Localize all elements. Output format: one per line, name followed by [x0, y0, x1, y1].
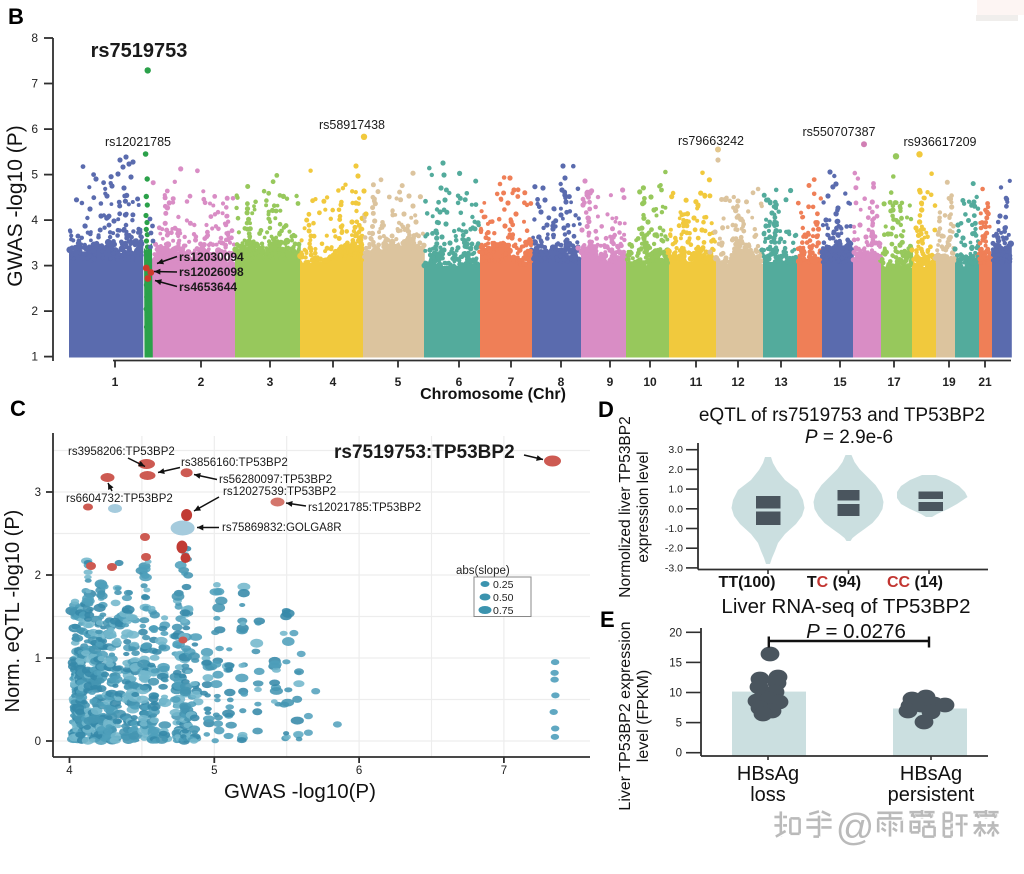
svg-text:TC (94): TC (94)	[807, 574, 861, 591]
svg-text:0: 0	[35, 736, 41, 748]
svg-text:Liver RNA-seq of TP53BP2: Liver RNA-seq of TP53BP2	[721, 595, 970, 618]
svg-text:GWAS -log10 (P): GWAS -log10 (P)	[4, 125, 27, 286]
svg-text:8: 8	[31, 31, 38, 45]
svg-text:rs12030094: rs12030094	[179, 250, 244, 264]
svg-text:rs12021785: rs12021785	[105, 135, 171, 149]
svg-text:Liver TP53BP2 expression: Liver TP53BP2 expression	[617, 621, 634, 810]
svg-text:B: B	[8, 4, 24, 29]
svg-text:Normolized liver TP53BP2: Normolized liver TP53BP2	[617, 416, 634, 597]
svg-text:rs550707387: rs550707387	[803, 125, 876, 139]
svg-text:@: @	[836, 807, 875, 849]
svg-text:7: 7	[31, 77, 38, 91]
svg-text:7: 7	[501, 765, 507, 777]
svg-text:HBsAg: HBsAg	[737, 763, 799, 785]
svg-text:level (FPKM): level (FPKM)	[635, 670, 652, 762]
svg-text:2: 2	[35, 570, 41, 582]
svg-text:rs12027539:TP53BP2: rs12027539:TP53BP2	[223, 486, 336, 498]
svg-text:5: 5	[395, 375, 402, 389]
svg-text:4: 4	[31, 213, 38, 227]
svg-text:2: 2	[31, 304, 38, 318]
svg-text:0.0: 0.0	[668, 503, 683, 515]
svg-text:rs6604732:TP53BP2: rs6604732:TP53BP2	[66, 493, 173, 505]
svg-text:4: 4	[330, 375, 337, 389]
svg-text:15: 15	[833, 375, 847, 389]
svg-text:6: 6	[31, 122, 38, 136]
svg-text:9: 9	[607, 375, 614, 389]
svg-text:11: 11	[690, 375, 703, 389]
svg-text:rs56280097:TP53BP2: rs56280097:TP53BP2	[219, 474, 332, 486]
svg-text:rs7519753: rs7519753	[91, 40, 188, 62]
svg-text:17: 17	[887, 375, 901, 389]
svg-text:5: 5	[211, 765, 217, 777]
svg-text:6: 6	[456, 375, 463, 389]
svg-text:3.0: 3.0	[668, 444, 683, 456]
svg-text:1: 1	[31, 350, 38, 364]
svg-text:C: C	[10, 396, 26, 421]
svg-text:-3.0: -3.0	[665, 562, 683, 574]
svg-text:0.75: 0.75	[493, 605, 514, 617]
svg-text:D: D	[598, 397, 614, 422]
svg-text:2.0: 2.0	[668, 464, 683, 476]
svg-text:15: 15	[669, 657, 682, 669]
svg-text:@: @	[837, 808, 876, 850]
svg-text:0: 0	[676, 748, 682, 760]
svg-text:rs58917438: rs58917438	[319, 118, 385, 132]
svg-text:2: 2	[198, 375, 205, 389]
svg-text:-2.0: -2.0	[665, 543, 683, 555]
svg-text:rs3856160:TP53BP2: rs3856160:TP53BP2	[181, 457, 288, 469]
svg-text:eQTL of rs7519753 and TP53BP2: eQTL of rs7519753 and TP53BP2	[699, 405, 985, 426]
svg-text:rs4653644: rs4653644	[179, 280, 237, 294]
svg-text:20: 20	[669, 627, 682, 639]
svg-text:Norm. eQTL -log10 (P): Norm. eQTL -log10 (P)	[2, 510, 24, 713]
svg-text:3: 3	[267, 375, 274, 389]
svg-text:E: E	[600, 607, 615, 632]
svg-text:abs(slope): abs(slope)	[456, 565, 510, 577]
svg-text:rs79663242: rs79663242	[678, 134, 744, 148]
svg-text:persistent: persistent	[888, 784, 975, 806]
svg-text:GWAS -log10(P): GWAS -log10(P)	[224, 780, 376, 803]
svg-text:5: 5	[31, 168, 38, 182]
svg-text:5: 5	[676, 718, 682, 730]
svg-text:13: 13	[774, 375, 788, 389]
svg-text:Chromosome (Chr): Chromosome (Chr)	[420, 386, 566, 403]
svg-text:rs3958206:TP53BP2: rs3958206:TP53BP2	[68, 446, 175, 458]
svg-text:0.50: 0.50	[493, 592, 514, 604]
svg-text:rs936617209: rs936617209	[904, 135, 977, 149]
svg-text:1: 1	[112, 375, 119, 389]
svg-text:6: 6	[356, 765, 362, 777]
svg-text:1.0: 1.0	[668, 484, 683, 496]
svg-text:19: 19	[942, 375, 956, 389]
svg-text:3: 3	[31, 259, 38, 273]
svg-text:P = 0.0276: P = 0.0276	[806, 620, 906, 643]
svg-text:expression level: expression level	[635, 451, 652, 562]
svg-text:21: 21	[978, 375, 992, 389]
svg-text:TT(100): TT(100)	[719, 574, 776, 591]
svg-text:rs7519753:TP53BP2: rs7519753:TP53BP2	[334, 442, 515, 463]
svg-text:3: 3	[35, 487, 41, 499]
svg-text:8: 8	[558, 375, 565, 389]
svg-text:CC (14): CC (14)	[887, 574, 943, 591]
svg-text:rs75869832:GOLGA8R: rs75869832:GOLGA8R	[222, 522, 342, 534]
svg-text:loss: loss	[750, 784, 786, 806]
svg-text:7: 7	[508, 375, 515, 389]
svg-text:10: 10	[643, 375, 657, 389]
svg-text:HBsAg: HBsAg	[900, 763, 962, 785]
svg-text:rs12026098: rs12026098	[179, 265, 244, 279]
svg-text:-1.0: -1.0	[665, 523, 683, 535]
svg-text:10: 10	[669, 688, 682, 700]
svg-text:12: 12	[731, 375, 745, 389]
svg-text:rs12021785:TP53BP2: rs12021785:TP53BP2	[308, 502, 421, 514]
svg-text:0.25: 0.25	[493, 579, 514, 591]
svg-text:4: 4	[66, 765, 73, 777]
svg-text:P = 2.9e-6: P = 2.9e-6	[805, 427, 893, 448]
svg-text:1: 1	[35, 653, 41, 665]
